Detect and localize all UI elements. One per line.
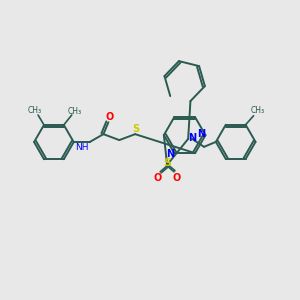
Text: N: N bbox=[166, 149, 174, 159]
Text: S: S bbox=[163, 158, 171, 168]
Text: S: S bbox=[133, 124, 140, 134]
Text: NH: NH bbox=[75, 142, 88, 152]
Text: CH₃: CH₃ bbox=[68, 106, 82, 116]
Text: O: O bbox=[153, 173, 161, 183]
Text: O: O bbox=[173, 173, 181, 183]
Text: CH₃: CH₃ bbox=[28, 106, 42, 115]
Text: O: O bbox=[105, 112, 113, 122]
Text: N: N bbox=[197, 129, 206, 139]
Text: CH₃: CH₃ bbox=[250, 106, 265, 116]
Text: N: N bbox=[188, 133, 196, 143]
